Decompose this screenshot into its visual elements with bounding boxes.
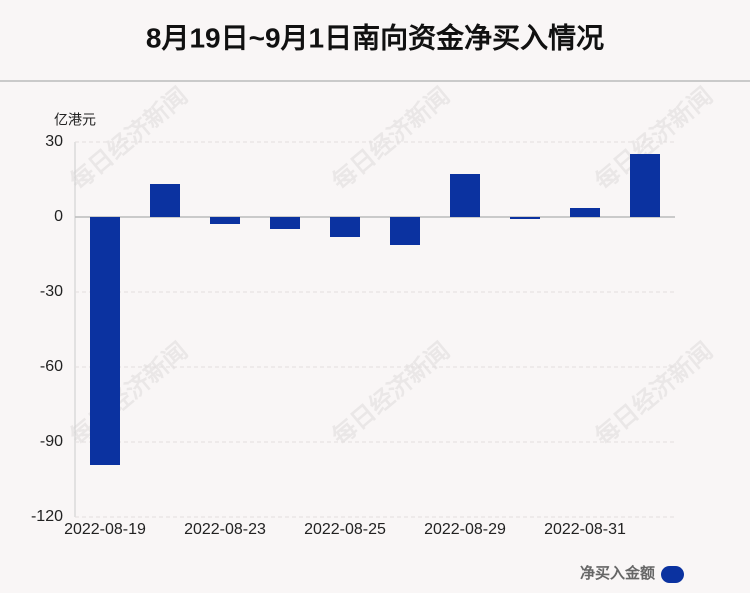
y-tick-label: -90 xyxy=(40,433,63,450)
bar xyxy=(330,217,360,237)
x-tick-label: 2022-08-29 xyxy=(424,521,506,538)
y-unit: 亿港元 xyxy=(54,112,96,128)
bar xyxy=(270,217,300,229)
bar xyxy=(630,154,660,217)
bar xyxy=(450,174,480,217)
bar xyxy=(90,217,120,465)
x-tick-label: 2022-08-19 xyxy=(64,521,146,538)
bar xyxy=(570,208,600,217)
y-tick-label: -30 xyxy=(40,283,63,300)
y-tick-label: 0 xyxy=(54,208,63,225)
x-tick-label: 2022-08-31 xyxy=(544,521,626,538)
bar xyxy=(210,217,240,224)
bar xyxy=(150,184,180,217)
y-tick-label: 30 xyxy=(45,133,63,150)
y-tick-label: -120 xyxy=(31,508,63,525)
y-tick-label: -60 xyxy=(40,358,63,375)
legend-key xyxy=(661,566,684,583)
bar xyxy=(510,217,540,219)
bar xyxy=(390,217,420,245)
legend-label: 净买入金额 xyxy=(580,564,655,582)
x-tick-label: 2022-08-25 xyxy=(304,521,386,538)
chart-title: 8月19日~9月1日南向资金净买入情况 xyxy=(146,21,604,53)
x-tick-label: 2022-08-23 xyxy=(184,521,266,538)
